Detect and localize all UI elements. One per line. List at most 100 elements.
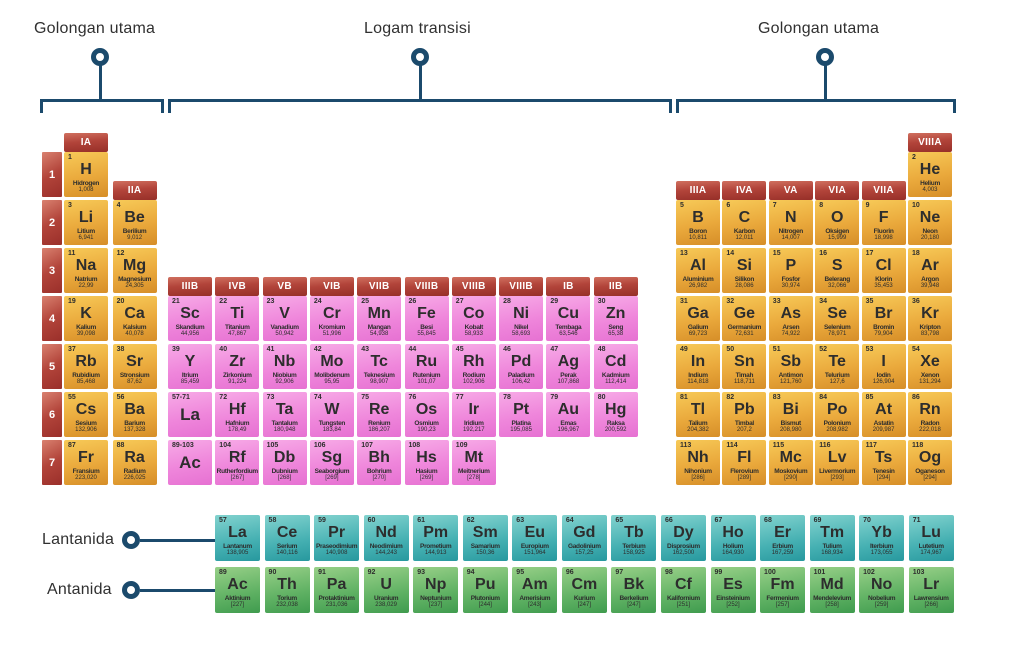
element-u[interactable]: 92 U Uranium 238,029: [363, 567, 409, 613]
element-b[interactable]: 5 B Boron 10,811: [676, 200, 720, 245]
element-po[interactable]: 84 Po Polonium 208,982: [815, 392, 860, 437]
element-cs[interactable]: 55 Cs Sesium 132,906: [64, 392, 108, 437]
element-ar[interactable]: 18 Ar Argon 39,948: [908, 248, 952, 293]
element-tm[interactable]: 69 Tm Tulium 168,934: [809, 515, 855, 561]
element-ge[interactable]: 32 Ge Germanium 72,631: [722, 296, 767, 341]
element-c[interactable]: 6 C Karbon 12,011: [722, 200, 767, 245]
element-ne[interactable]: 10 Ne Neon 20,180: [908, 200, 952, 245]
element-db[interactable]: 105 Db Dubnium [268]: [262, 440, 307, 485]
element-ts[interactable]: 117 Ts Tenesin [294]: [861, 440, 906, 485]
element-yb[interactable]: 70 Yb Iterbium 173,055: [859, 515, 905, 561]
element-h[interactable]: 1 H Hidrogen 1,008: [64, 152, 108, 197]
element-ru[interactable]: 44 Ru Rutenium 101,07: [404, 344, 449, 389]
element-er[interactable]: 68 Er Erbium 167,259: [760, 515, 806, 561]
element-li[interactable]: 3 Li Litium 6,941: [64, 200, 108, 245]
element-te[interactable]: 52 Te Telurium 127,6: [815, 344, 860, 389]
element-kr[interactable]: 36 Kr Kripton 83,798: [908, 296, 952, 341]
element-sg[interactable]: 106 Sg Seaborgium [269]: [309, 440, 354, 485]
element-nd[interactable]: 60 Nd Neodimium 144,243: [363, 515, 409, 561]
element-mc[interactable]: 115 Mc Moskovium [290]: [768, 440, 813, 485]
element-fm[interactable]: 100 Fm Fermenium [257]: [760, 567, 806, 613]
element-xe[interactable]: 54 Xe Xenon 131,294: [908, 344, 952, 389]
element-ho[interactable]: 67 Ho Holium 164,930: [710, 515, 756, 561]
element-la[interactable]: 57 La Lantanum 138,905: [215, 515, 260, 561]
element-at[interactable]: 85 At Astatin 209,987: [861, 392, 906, 437]
element-rh[interactable]: 45 Rh Rodium 102,906: [451, 344, 496, 389]
element-bi[interactable]: 83 Bi Bismut 208,980: [768, 392, 813, 437]
element-zr[interactable]: 40 Zr Zirkonium 91,224: [215, 344, 260, 389]
element-hg[interactable]: 80 Hg Raksa 200,592: [593, 392, 638, 437]
element-tc[interactable]: 43 Tc Teknesium 98,907: [357, 344, 402, 389]
element-ti[interactable]: 22 Ti Titanium 47,867: [215, 296, 260, 341]
element-pd[interactable]: 46 Pd Paladium 106,42: [499, 344, 544, 389]
element-th[interactable]: 90 Th Torium 232,038: [264, 567, 310, 613]
element-rf[interactable]: 104 Rf Rutherfordium [267]: [215, 440, 260, 485]
element-mt[interactable]: 109 Mt Meitnerium [278]: [451, 440, 496, 485]
element-i[interactable]: 53 I Iodin 126,904: [861, 344, 906, 389]
element-y[interactable]: 39 Y Itrium 85,459: [168, 344, 212, 389]
element-dy[interactable]: 66 Dy Disprosium 162,500: [660, 515, 706, 561]
element-pa[interactable]: 91 Pa Protaktinium 231,036: [314, 567, 360, 613]
element-in[interactable]: 49 In Indium 114,818: [676, 344, 720, 389]
element-mo[interactable]: 42 Mo Molibdenum 95,95: [309, 344, 354, 389]
element-bh[interactable]: 107 Bh Bohrium [270]: [357, 440, 402, 485]
element-zn[interactable]: 30 Zn Seng 65,38: [593, 296, 638, 341]
element-ca[interactable]: 20 Ca Kalsium 40,078: [112, 296, 157, 341]
element-pr[interactable]: 59 Pr Praseodimium 140,908: [314, 515, 360, 561]
element-nh[interactable]: 113 Nh Nihonium [286]: [676, 440, 720, 485]
element-na[interactable]: 11 Na Natrium 22,99: [64, 248, 108, 293]
element-ga[interactable]: 31 Ga Galium 69,723: [676, 296, 720, 341]
element-v[interactable]: 23 V Vanadium 50,942: [262, 296, 307, 341]
element-br[interactable]: 35 Br Bromin 79,904: [861, 296, 906, 341]
element-cd[interactable]: 48 Cd Kadmium 112,414: [593, 344, 638, 389]
element-pu[interactable]: 94 Pu Plutonium [244]: [462, 567, 508, 613]
element-tb[interactable]: 65 Tb Terbium 158,925: [611, 515, 657, 561]
element-si[interactable]: 14 Si Silikon 28,086: [722, 248, 767, 293]
element-bk[interactable]: 97 Bk Berkelium [247]: [611, 567, 657, 613]
element-au[interactable]: 79 Au Emas 196,967: [546, 392, 591, 437]
element-cf[interactable]: 98 Cf Kalifornium [251]: [660, 567, 706, 613]
element-ba[interactable]: 56 Ba Barium 137,328: [112, 392, 157, 437]
element-pt[interactable]: 78 Pt Platina 195,085: [499, 392, 544, 437]
element-f[interactable]: 9 F Fluorin 18,998: [861, 200, 906, 245]
element-og[interactable]: 118 Og Oganeson [294]: [908, 440, 952, 485]
element-hf[interactable]: 72 Hf Hafnium 178,49: [215, 392, 260, 437]
element-n[interactable]: 7 N Nitrogen 14,007: [768, 200, 813, 245]
element-mn[interactable]: 25 Mn Mangan 54,938: [357, 296, 402, 341]
element-ag[interactable]: 47 Ag Perak 107,868: [546, 344, 591, 389]
element-lv[interactable]: 116 Lv Livermorium [293]: [815, 440, 860, 485]
element-os[interactable]: 76 Os Osmium 190,23: [404, 392, 449, 437]
element-sr[interactable]: 38 Sr Stronsium 87,62: [112, 344, 157, 389]
element-he[interactable]: 2 He Helium 4,003: [908, 152, 952, 197]
element-o[interactable]: 8 O Oksigen 15,999: [815, 200, 860, 245]
element-ta[interactable]: 73 Ta Tantalum 180,948: [262, 392, 307, 437]
element-mg[interactable]: 12 Mg Magnesium 24,305: [112, 248, 157, 293]
element-re[interactable]: 75 Re Renium 186,207: [357, 392, 402, 437]
element-ra[interactable]: 88 Ra Radium 226,025: [112, 440, 157, 485]
element-sn[interactable]: 50 Sn Timah 118,711: [722, 344, 767, 389]
element-p[interactable]: 15 P Fosfor 30,974: [768, 248, 813, 293]
element-sc[interactable]: 21 Sc Skandium 44,956: [168, 296, 212, 341]
element-s[interactable]: 16 S Belerang 32,066: [815, 248, 860, 293]
element-ir[interactable]: 77 Ir Iridium 192,217: [451, 392, 496, 437]
element-cm[interactable]: 96 Cm Kurium [247]: [561, 567, 607, 613]
element-lr[interactable]: 103 Lr Lawrensium [266]: [908, 567, 954, 613]
element-nb[interactable]: 41 Nb Niobium 92,906: [262, 344, 307, 389]
element-md[interactable]: 101 Md Mendelevium [258]: [809, 567, 855, 613]
element-al[interactable]: 13 Al Aluminium 26,982: [676, 248, 720, 293]
element-ac-placeholder[interactable]: 89-103 Ac: [168, 440, 212, 485]
element-cl[interactable]: 17 Cl Klorin 35,453: [861, 248, 906, 293]
element-es[interactable]: 99 Es Einsteinium [252]: [710, 567, 756, 613]
element-tl[interactable]: 81 Tl Talium 204,382: [676, 392, 720, 437]
element-rb[interactable]: 37 Rb Rubidium 85,468: [64, 344, 108, 389]
element-k[interactable]: 19 K Kalium 39,098: [64, 296, 108, 341]
element-hs[interactable]: 108 Hs Hasium [269]: [404, 440, 449, 485]
element-ce[interactable]: 58 Ce Serium 140,116: [264, 515, 310, 561]
element-w[interactable]: 74 W Tungsten 183,84: [309, 392, 354, 437]
element-fl[interactable]: 114 Fl Flerovium [289]: [722, 440, 767, 485]
element-pm[interactable]: 61 Pm Prometium 144,913: [413, 515, 459, 561]
element-lu[interactable]: 71 Lu Lutetium 174,967: [908, 515, 954, 561]
element-sb[interactable]: 51 Sb Antimon 121,760: [768, 344, 813, 389]
element-np[interactable]: 93 Np Neptunium [237]: [413, 567, 459, 613]
element-as[interactable]: 33 As Arsen 74,922: [768, 296, 813, 341]
